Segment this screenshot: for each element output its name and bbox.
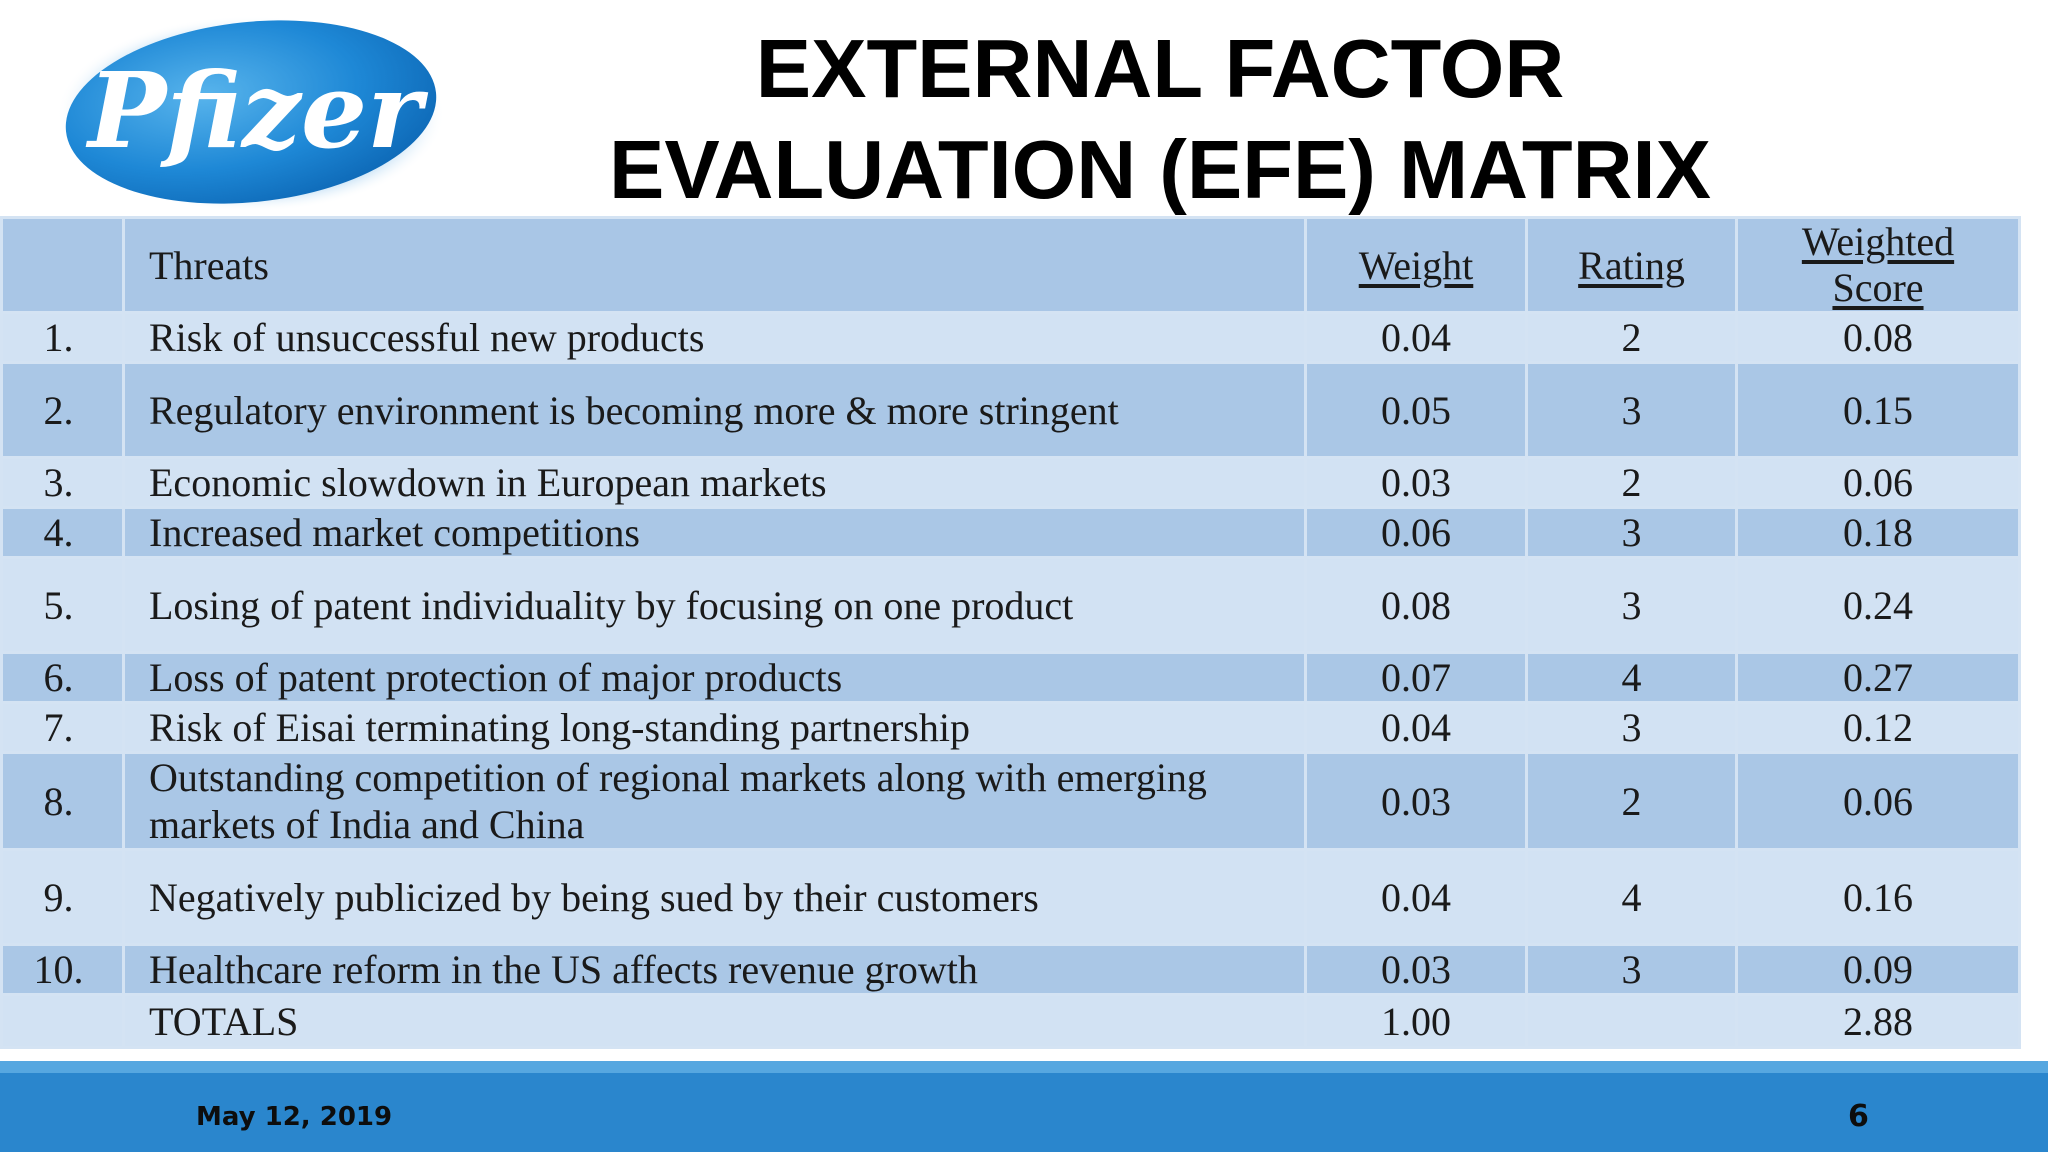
row-rating: 4 xyxy=(1525,651,1738,704)
row-number: 6. xyxy=(0,651,125,704)
totals-weight: 1.00 xyxy=(1304,993,1528,1049)
header-weighted-score: Weighted Score xyxy=(1735,216,2021,314)
table-row: 1. Risk of unsuccessful new products 0.0… xyxy=(0,311,2021,364)
row-threat: Outstanding competition of regional mark… xyxy=(122,751,1307,851)
row-score: 0.06 xyxy=(1735,456,2021,509)
row-number: 10. xyxy=(0,943,125,996)
row-weight: 0.05 xyxy=(1304,361,1528,459)
row-threat: Economic slowdown in European markets xyxy=(122,456,1307,509)
pfizer-logo-icon: Pfizer xyxy=(57,16,445,212)
row-weight: 0.03 xyxy=(1304,456,1528,509)
row-number: 5. xyxy=(0,556,125,654)
table-row: 10. Healthcare reform in the US affects … xyxy=(0,943,2021,996)
header-rating-label: Rating xyxy=(1578,242,1685,288)
table-header-row: Threats Weight Rating Weighted Score xyxy=(0,216,2021,314)
row-rating: 3 xyxy=(1525,506,1738,559)
row-number: 2. xyxy=(0,361,125,459)
table-row: 9. Negatively publicized by being sued b… xyxy=(0,848,2021,946)
table-row: 4. Increased market competitions 0.06 3 … xyxy=(0,506,2021,559)
totals-score: 2.88 xyxy=(1735,993,2021,1049)
row-threat: Risk of unsuccessful new products xyxy=(122,311,1307,364)
row-rating: 2 xyxy=(1525,311,1738,364)
row-weight: 0.04 xyxy=(1304,701,1528,754)
row-number: 9. xyxy=(0,848,125,946)
footer-date: May 12, 2019 xyxy=(196,1102,393,1132)
header-weight: Weight xyxy=(1304,216,1528,314)
title-line-1: EXTERNAL FACTOR xyxy=(755,22,1565,115)
totals-row: TOTALS 1.00 2.88 xyxy=(0,993,2021,1049)
row-rating: 2 xyxy=(1525,751,1738,851)
table-row: 6. Loss of patent protection of major pr… xyxy=(0,651,2021,704)
row-number: 8. xyxy=(0,751,125,851)
row-number: 1. xyxy=(0,311,125,364)
row-threat: Increased market competitions xyxy=(122,506,1307,559)
row-score: 0.24 xyxy=(1735,556,2021,654)
row-weight: 0.07 xyxy=(1304,651,1528,704)
table-row: 7. Risk of Eisai terminating long-standi… xyxy=(0,701,2021,754)
row-rating: 3 xyxy=(1525,701,1738,754)
efe-matrix-table: Threats Weight Rating Weighted Score 1. … xyxy=(0,216,2021,1049)
row-rating: 4 xyxy=(1525,848,1738,946)
row-weight: 0.03 xyxy=(1304,943,1528,996)
table-row: 8. Outstanding competition of regional m… xyxy=(0,751,2021,851)
row-score: 0.12 xyxy=(1735,701,2021,754)
totals-number xyxy=(0,993,125,1049)
row-score: 0.15 xyxy=(1735,361,2021,459)
header-threats: Threats xyxy=(122,216,1307,314)
row-number: 7. xyxy=(0,701,125,754)
table-row: 5. Losing of patent individuality by foc… xyxy=(0,556,2021,654)
header-score-line-2: Score xyxy=(1832,265,1924,310)
row-score: 0.16 xyxy=(1735,848,2021,946)
row-weight: 0.03 xyxy=(1304,751,1528,851)
header-score-line-1: Weighted xyxy=(1801,219,1955,264)
row-number: 3. xyxy=(0,456,125,509)
row-threat: Regulatory environment is becoming more … xyxy=(122,361,1307,459)
table-row: 3. Economic slowdown in European markets… xyxy=(0,456,2021,509)
header-number xyxy=(0,216,125,314)
totals-label: TOTALS xyxy=(122,993,1307,1049)
row-rating: 3 xyxy=(1525,361,1738,459)
row-number: 4. xyxy=(0,506,125,559)
row-threat: Negatively publicized by being sued by t… xyxy=(122,848,1307,946)
header-weight-label: Weight xyxy=(1358,242,1474,288)
page-number: 6 xyxy=(1848,1099,1869,1134)
title-line-2: EVALUATION (EFE) MATRIX xyxy=(609,123,1711,216)
row-rating: 2 xyxy=(1525,456,1738,509)
header-rating: Rating xyxy=(1525,216,1738,314)
row-weight: 0.06 xyxy=(1304,506,1528,559)
row-weight: 0.08 xyxy=(1304,556,1528,654)
pfizer-logo: Pfizer xyxy=(55,14,447,214)
row-score: 0.08 xyxy=(1735,311,2021,364)
row-rating: 3 xyxy=(1525,556,1738,654)
row-threat: Risk of Eisai terminating long-standing … xyxy=(122,701,1307,754)
footer-stripe xyxy=(0,1061,2048,1073)
row-score: 0.09 xyxy=(1735,943,2021,996)
row-score: 0.18 xyxy=(1735,506,2021,559)
row-threat: Losing of patent individuality by focusi… xyxy=(122,556,1307,654)
totals-rating xyxy=(1525,993,1738,1049)
row-rating: 3 xyxy=(1525,943,1738,996)
row-weight: 0.04 xyxy=(1304,311,1528,364)
table-row: 2. Regulatory environment is becoming mo… xyxy=(0,361,2021,459)
row-weight: 0.04 xyxy=(1304,848,1528,946)
page-title: EXTERNAL FACTOR EVALUATION (EFE) MATRIX xyxy=(520,18,1800,220)
row-threat: Healthcare reform in the US affects reve… xyxy=(122,943,1307,996)
row-threat: Loss of patent protection of major produ… xyxy=(122,651,1307,704)
row-score: 0.27 xyxy=(1735,651,2021,704)
row-score: 0.06 xyxy=(1735,751,2021,851)
logo-text: Pfizer xyxy=(85,49,429,172)
footer-bar xyxy=(0,1073,2048,1152)
